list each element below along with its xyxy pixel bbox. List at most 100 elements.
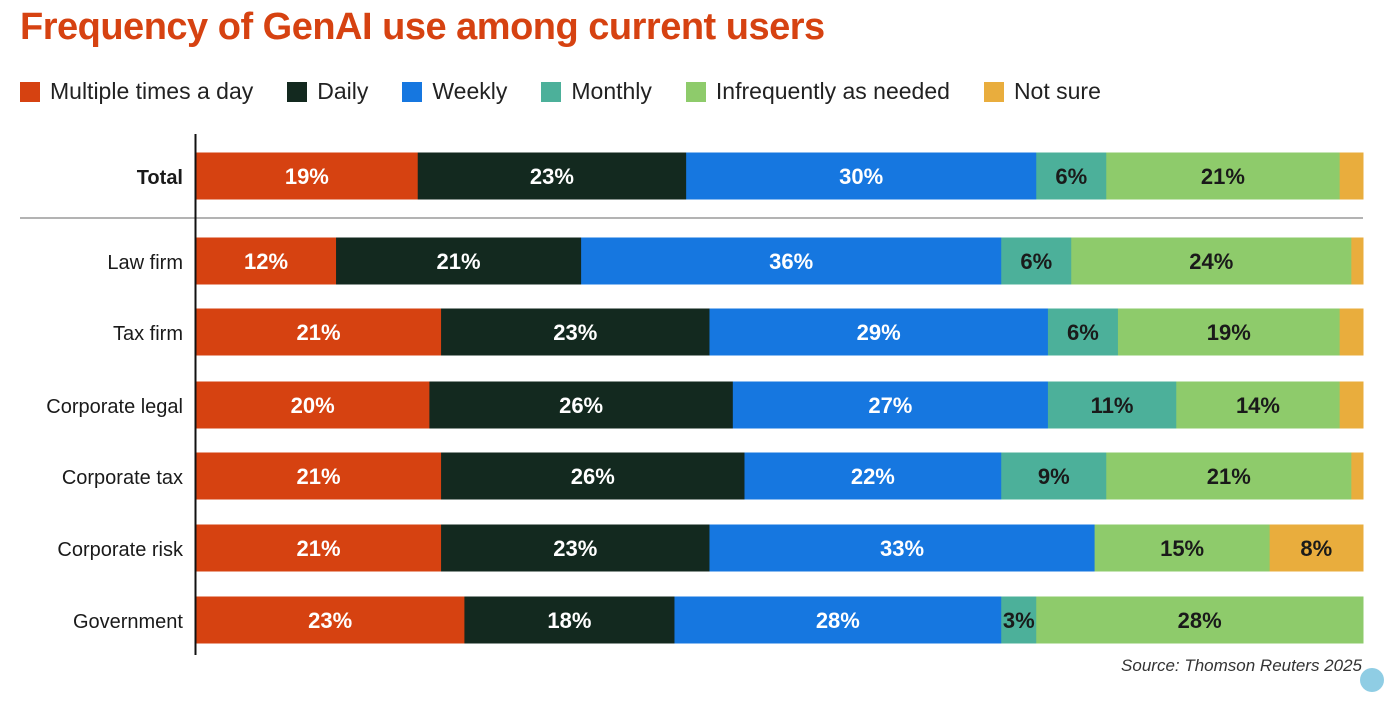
data-label: 12% [244, 249, 288, 274]
legend-swatch [983, 81, 1004, 102]
bar-segment [1094, 524, 1271, 572]
data-label: 14% [1236, 393, 1280, 418]
bar-segment [1036, 596, 1364, 644]
bar-segment [686, 152, 1037, 200]
bar-segment [674, 596, 1002, 644]
data-label: 28% [816, 608, 860, 633]
data-label: 9% [1038, 464, 1070, 489]
data-label: 27% [868, 393, 912, 418]
chart-legend: Multiple times a day Daily Weekly Monthly In… [20, 78, 1135, 105]
bar-segment [1071, 237, 1352, 285]
bar-segment [581, 237, 1002, 285]
data-label: 6% [1055, 164, 1087, 189]
bar-segment [441, 524, 710, 572]
bar-segment [732, 381, 1049, 429]
bar-segment [1106, 152, 1341, 200]
data-label: 33% [880, 536, 924, 561]
data-label: 26% [559, 393, 603, 418]
category-label: Government [73, 611, 183, 633]
bar-segment [744, 452, 1002, 500]
legend-swatch [541, 81, 562, 102]
legend-label: Monthly [571, 78, 652, 104]
data-label: 23% [553, 536, 597, 561]
data-label: 21% [1201, 164, 1245, 189]
legend-item: Not sure [983, 78, 1101, 105]
category-label: Total [137, 167, 183, 189]
legend-label: Multiple times a day [50, 78, 254, 104]
data-label: 21% [437, 249, 481, 274]
data-label: 21% [297, 320, 341, 345]
bar-segment [1339, 308, 1364, 356]
legend-label: Not sure [1013, 78, 1101, 104]
bar-segment [1036, 152, 1107, 200]
bar-segment [441, 452, 745, 500]
bar-segment [196, 524, 442, 572]
bar-segment [1001, 596, 1037, 644]
legend-swatch [685, 81, 706, 102]
watermark-logo [1360, 668, 1384, 692]
data-label: 21% [297, 464, 341, 489]
legend-item: Multiple times a day [20, 78, 253, 105]
legend-label: Daily [317, 78, 369, 104]
bar-segment [336, 237, 582, 285]
bar-segment [709, 308, 1049, 356]
legend-swatch [20, 81, 40, 102]
bar-segment [1351, 452, 1364, 500]
bar-segment [196, 381, 430, 429]
bar-segment [1047, 308, 1119, 356]
data-label: 6% [1020, 249, 1052, 274]
bar-segment [1351, 237, 1364, 285]
bar-segment [1047, 381, 1177, 429]
data-label: 11% [1091, 393, 1134, 418]
category-label: Corporate risk [57, 539, 184, 561]
bar-segment [417, 152, 687, 200]
legend-item: Daily [287, 78, 368, 105]
legend-item: Monthly [541, 78, 652, 105]
legend-item: Infrequently as needed [685, 78, 950, 105]
bar-segment [196, 596, 465, 644]
data-label: 21% [1207, 464, 1251, 489]
data-label: 23% [530, 164, 574, 189]
bar-segment [1117, 308, 1341, 356]
data-label: 23% [553, 320, 597, 345]
data-label: 6% [1067, 320, 1099, 345]
bar-segment [429, 381, 734, 429]
data-label: 22% [851, 464, 895, 489]
bar-segment [196, 452, 442, 500]
bar-segment [1001, 237, 1072, 285]
data-label: 3% [1003, 608, 1035, 633]
data-label: 20% [291, 393, 335, 418]
bar-segment [1339, 152, 1364, 200]
data-label: 26% [571, 464, 615, 489]
bar-segment [196, 237, 337, 285]
bar-segment [196, 308, 442, 356]
chart-title: Frequency of GenAI use among current use… [20, 6, 825, 48]
bar-segment [1339, 381, 1364, 429]
legend-label: Weekly [432, 78, 508, 104]
bar-segment [196, 152, 419, 200]
bar-segment [1001, 452, 1107, 500]
category-label: Law firm [107, 252, 183, 274]
source-note: Source: Thomson Reuters 2025 [1121, 656, 1362, 675]
legend-swatch [402, 81, 423, 102]
bar-segment [1269, 524, 1364, 572]
category-label: Corporate legal [46, 396, 183, 418]
category-label: Tax firm [113, 323, 183, 345]
data-label: 19% [285, 164, 329, 189]
data-label: 18% [547, 608, 591, 633]
data-label: 21% [297, 536, 341, 561]
data-label: 23% [308, 608, 352, 633]
bar-segment [441, 308, 710, 356]
category-label: Corporate tax [62, 467, 183, 489]
legend-item: Weekly [402, 78, 507, 105]
bar-segment [709, 524, 1096, 572]
data-label: 28% [1178, 608, 1222, 633]
data-label: 36% [769, 249, 813, 274]
bar-segment [1106, 452, 1352, 500]
legend-swatch [287, 81, 308, 102]
data-label: 8% [1300, 536, 1332, 561]
data-label: 15% [1160, 536, 1204, 561]
bar-segment [464, 596, 675, 644]
data-label: 29% [857, 320, 901, 345]
